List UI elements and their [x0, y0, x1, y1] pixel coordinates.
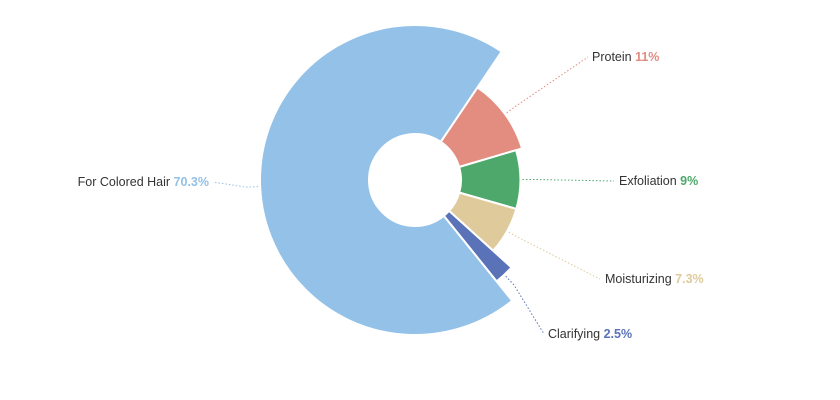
leader-lines	[212, 56, 615, 335]
slice-protein[interactable]	[439, 86, 524, 168]
slice-labels: Protein 11% Exfoliation 9% Moisturizing 7.…	[78, 50, 704, 341]
slice-label-value: 2.5%	[604, 327, 633, 341]
slice-label-name: Clarifying	[548, 327, 604, 341]
slices	[259, 24, 524, 336]
leader-exfoliation	[522, 178, 615, 182]
slice-label-name: For Colored Hair	[78, 175, 174, 189]
slice-label-name: Exfoliation	[619, 174, 680, 188]
slice-label-value: 9%	[680, 174, 698, 188]
slice-label-name: Moisturizing	[605, 272, 675, 286]
slice-label-value: 11%	[635, 50, 659, 64]
slice-label-clarifying: Clarifying 2.5%	[548, 327, 632, 341]
slice-label-value: 70.3%	[174, 175, 209, 189]
slice-for-colored-hair[interactable]	[259, 24, 514, 336]
leader-protein	[506, 56, 589, 114]
slice-label-name: Protein	[592, 50, 635, 64]
leader-moisturizing	[508, 231, 601, 280]
leader-for-colored-hair	[212, 181, 259, 188]
slice-label-value: 7.3%	[675, 272, 704, 286]
slice-label-for-colored-hair: For Colored Hair 70.3%	[78, 175, 209, 189]
slice-label-moisturizing: Moisturizing 7.3%	[605, 272, 704, 286]
leader-clarifying	[505, 275, 545, 335]
slice-label-protein: Protein 11%	[592, 50, 659, 64]
slice-label-exfoliation: Exfoliation 9%	[619, 174, 698, 188]
